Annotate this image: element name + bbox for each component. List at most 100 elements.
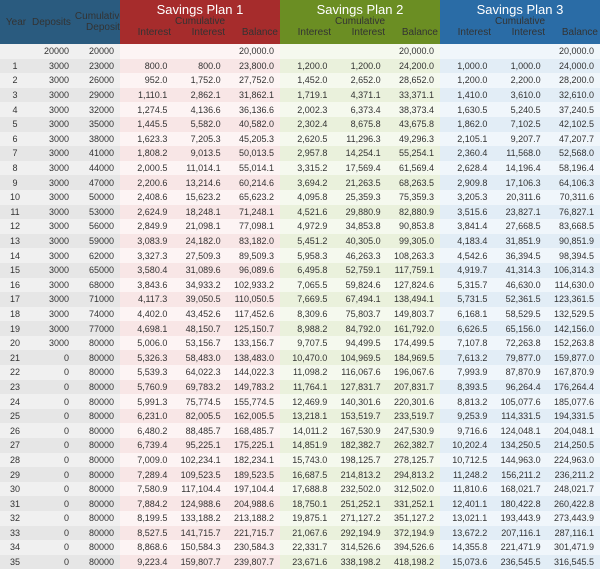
- table-cell: 2,620.5: [280, 134, 333, 144]
- table-cell: 239,807.7: [227, 557, 280, 567]
- table-cell: 233,519.7: [387, 411, 440, 421]
- table-cell: 68,263.5: [387, 178, 440, 188]
- table-cell: 4,402.0: [120, 309, 173, 319]
- table-row: 2,200.613,214.660,214.6: [120, 175, 280, 190]
- table-cell: 221,715.7: [227, 528, 280, 538]
- table-row: 1,410.03,610.032,610.0: [440, 88, 600, 103]
- col-cum-deposits: Cumulative Deposits: [73, 11, 127, 33]
- table-cell: 7,613.2: [440, 353, 493, 363]
- table-cell: 182,234.1: [227, 455, 280, 465]
- table-cell: 38,373.4: [387, 105, 440, 115]
- table-cell: 3000: [30, 163, 75, 173]
- table-cell: 152,263.8: [547, 338, 600, 348]
- table-cell: 22: [0, 367, 30, 377]
- table-cell: 2,302.4: [280, 119, 333, 129]
- table-cell: 77000: [75, 324, 120, 334]
- table-row: 11300053000: [0, 205, 120, 220]
- table-cell: 8,813.2: [440, 397, 493, 407]
- table-cell: 224,963.0: [547, 455, 600, 465]
- table-cell: 0: [30, 426, 75, 436]
- table-row: 8300044000: [0, 161, 120, 176]
- table-cell: 31,862.1: [227, 90, 280, 100]
- table-row: 11,764.1127,831.7207,831.7: [280, 380, 440, 395]
- table-cell: 69,783.2: [173, 382, 226, 392]
- table-cell: 3000: [30, 105, 75, 115]
- savings-table: Year Deposits Cumulative Deposits 200002…: [0, 0, 600, 569]
- table-cell: 133,156.7: [227, 338, 280, 348]
- table-cell: 2,624.9: [120, 207, 173, 217]
- table-cell: 65,156.0: [493, 324, 546, 334]
- table-cell: 6,168.1: [440, 309, 493, 319]
- table-cell: 64,106.3: [547, 178, 600, 188]
- table-cell: 80000: [75, 542, 120, 552]
- table-cell: 80000: [75, 338, 120, 348]
- table-cell: 29000: [75, 90, 120, 100]
- table-cell: 74000: [75, 309, 120, 319]
- table-cell: 87,870.9: [493, 367, 546, 377]
- table-row: 5,991.375,774.5155,774.5: [120, 394, 280, 409]
- table-cell: 14,011.2: [280, 426, 333, 436]
- table-cell: 9,013.5: [173, 148, 226, 158]
- table-row: 7,613.279,877.0159,877.0: [440, 350, 600, 365]
- table-cell: 44000: [75, 163, 120, 173]
- table-row: 33080000: [0, 526, 120, 541]
- table-row: 2,105.19,207.747,207.7: [440, 132, 600, 147]
- table-cell: 71000: [75, 294, 120, 304]
- table-row: 17,688.8232,502.0312,502.0: [280, 482, 440, 497]
- table-row: 5,451.240,305.099,305.0: [280, 234, 440, 249]
- table-row: 27080000: [0, 438, 120, 453]
- table-cell: 6,495.8: [280, 265, 333, 275]
- table-row: 1,862.07,102.542,102.5: [440, 117, 600, 132]
- table-cell: 40,582.0: [227, 119, 280, 129]
- table-cell: 5,315.7: [440, 280, 493, 290]
- table-cell: 80000: [75, 440, 120, 450]
- table-row: 3,327.327,509.389,509.3: [120, 248, 280, 263]
- table-cell: 26000: [75, 75, 120, 85]
- table-cell: 8,868.6: [120, 542, 173, 552]
- table-cell: 46,263.3: [333, 251, 386, 261]
- table-row: 28080000: [0, 453, 120, 468]
- table-cell: 24,200.0: [387, 61, 440, 71]
- table-cell: 7,107.8: [440, 338, 493, 348]
- table-cell: 70,311.6: [547, 192, 600, 202]
- table-row: 9,223.4159,807.7239,807.7: [120, 555, 280, 570]
- table-cell: 1,445.5: [120, 119, 173, 129]
- table-cell: 1,452.0: [280, 75, 333, 85]
- table-row: 8,199.5133,188.2213,188.2: [120, 511, 280, 526]
- table-cell: 142,156.0: [547, 324, 600, 334]
- table-cell: 168,021.7: [493, 484, 546, 494]
- table-cell: 25: [0, 411, 30, 421]
- table-cell: 0: [30, 542, 75, 552]
- table-cell: 0: [30, 440, 75, 450]
- table-cell: 106,314.3: [547, 265, 600, 275]
- table-cell: 34,853.8: [333, 221, 386, 231]
- table-row: 14,355.8221,471.9301,471.9: [440, 540, 600, 555]
- table-cell: 35: [0, 557, 30, 567]
- table-cell: 6: [0, 134, 30, 144]
- table-cell: 0: [30, 353, 75, 363]
- table-row: 3300029000: [0, 88, 120, 103]
- table-cell: 123,361.5: [547, 294, 600, 304]
- table-cell: 7,102.5: [493, 119, 546, 129]
- table-row: 5300035000: [0, 117, 120, 132]
- table-cell: 33,371.1: [387, 90, 440, 100]
- table-cell: 127,824.6: [387, 280, 440, 290]
- table-cell: 18,248.1: [173, 207, 226, 217]
- table-cell: 59,824.6: [333, 280, 386, 290]
- table-cell: 4,919.7: [440, 265, 493, 275]
- table-cell: 80000: [75, 367, 120, 377]
- table-cell: 2: [0, 75, 30, 85]
- table-cell: 8,675.8: [333, 119, 386, 129]
- table-cell: 11,296.3: [333, 134, 386, 144]
- table-cell: 50,013.5: [227, 148, 280, 158]
- table-row: 5,958.346,263.3108,263.3: [280, 248, 440, 263]
- table-cell: 0: [30, 499, 75, 509]
- table-row: 3,083.924,182.083,182.0: [120, 234, 280, 249]
- table-row: 16,687.5214,813.2294,813.2: [280, 467, 440, 482]
- table-cell: 7,993.9: [440, 367, 493, 377]
- table-cell: 248,021.7: [547, 484, 600, 494]
- table-cell: 23,671.6: [280, 557, 333, 567]
- table-cell: 65000: [75, 265, 120, 275]
- table-cell: 351,127.2: [387, 513, 440, 523]
- table-row: 2,408.615,623.265,623.2: [120, 190, 280, 205]
